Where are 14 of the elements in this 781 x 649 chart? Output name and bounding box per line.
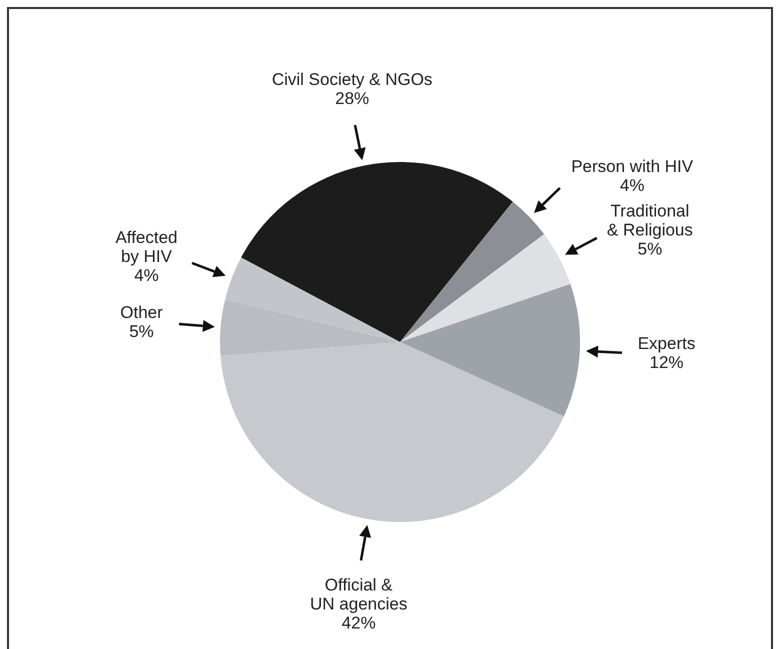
slice-label: Civil Society & NGOs bbox=[272, 70, 432, 90]
data-label: 5% bbox=[129, 322, 154, 342]
slice-label: Affected by HIV bbox=[115, 228, 178, 266]
data-label: 4% bbox=[134, 266, 159, 286]
slice-label: Person with HIV bbox=[571, 156, 694, 176]
slice-label: Traditional & Religious bbox=[606, 202, 693, 240]
data-label: 5% bbox=[638, 240, 662, 259]
slice-label: Official & UN agencies bbox=[310, 576, 408, 614]
data-label: 4% bbox=[620, 176, 644, 195]
data-label: 12% bbox=[650, 352, 684, 372]
data-label: 42% bbox=[342, 614, 376, 633]
slice-label: Other bbox=[120, 303, 164, 322]
data-label: 28% bbox=[335, 89, 370, 108]
slice-label: Experts bbox=[638, 334, 696, 353]
